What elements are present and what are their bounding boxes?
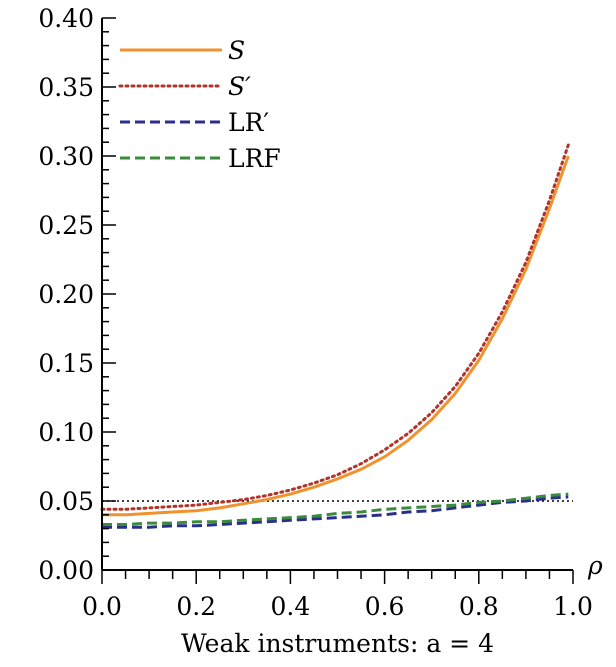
x-tick-label: 0.8 <box>459 592 499 621</box>
series-line-3 <box>102 492 569 526</box>
y-tick-label: 0.05 <box>38 487 94 516</box>
y-tick-label: 0.20 <box>38 280 94 309</box>
x-tick-label: 1.0 <box>553 592 593 621</box>
x-axis-symbol: ρ <box>587 551 603 580</box>
y-tick-label: 0.25 <box>38 211 94 240</box>
y-tick-label: 0.35 <box>38 73 94 102</box>
x-tick-label: 0.0 <box>82 592 122 621</box>
y-tick-label: 0.30 <box>38 142 94 171</box>
x-tick-label: 0.6 <box>365 592 405 621</box>
y-tick-label: 0.00 <box>38 556 94 585</box>
series-line-2 <box>102 495 569 529</box>
y-tick-label: 0.10 <box>38 418 94 447</box>
legend-label-1: S′ <box>228 72 251 101</box>
legend-label-3: LRF <box>228 144 281 173</box>
legend-label-0: S <box>228 36 245 65</box>
x-tick-label: 0.2 <box>176 592 216 621</box>
legend-label-2: LR′ <box>228 108 269 137</box>
y-tick-label: 0.40 <box>38 4 94 33</box>
x-axis-label: Weak instruments: a = 4 <box>181 629 494 658</box>
series-line-1 <box>100 143 570 511</box>
y-tick-label: 0.15 <box>38 349 94 378</box>
series-line-0 <box>102 155 570 517</box>
x-tick-label: 0.4 <box>271 592 311 621</box>
